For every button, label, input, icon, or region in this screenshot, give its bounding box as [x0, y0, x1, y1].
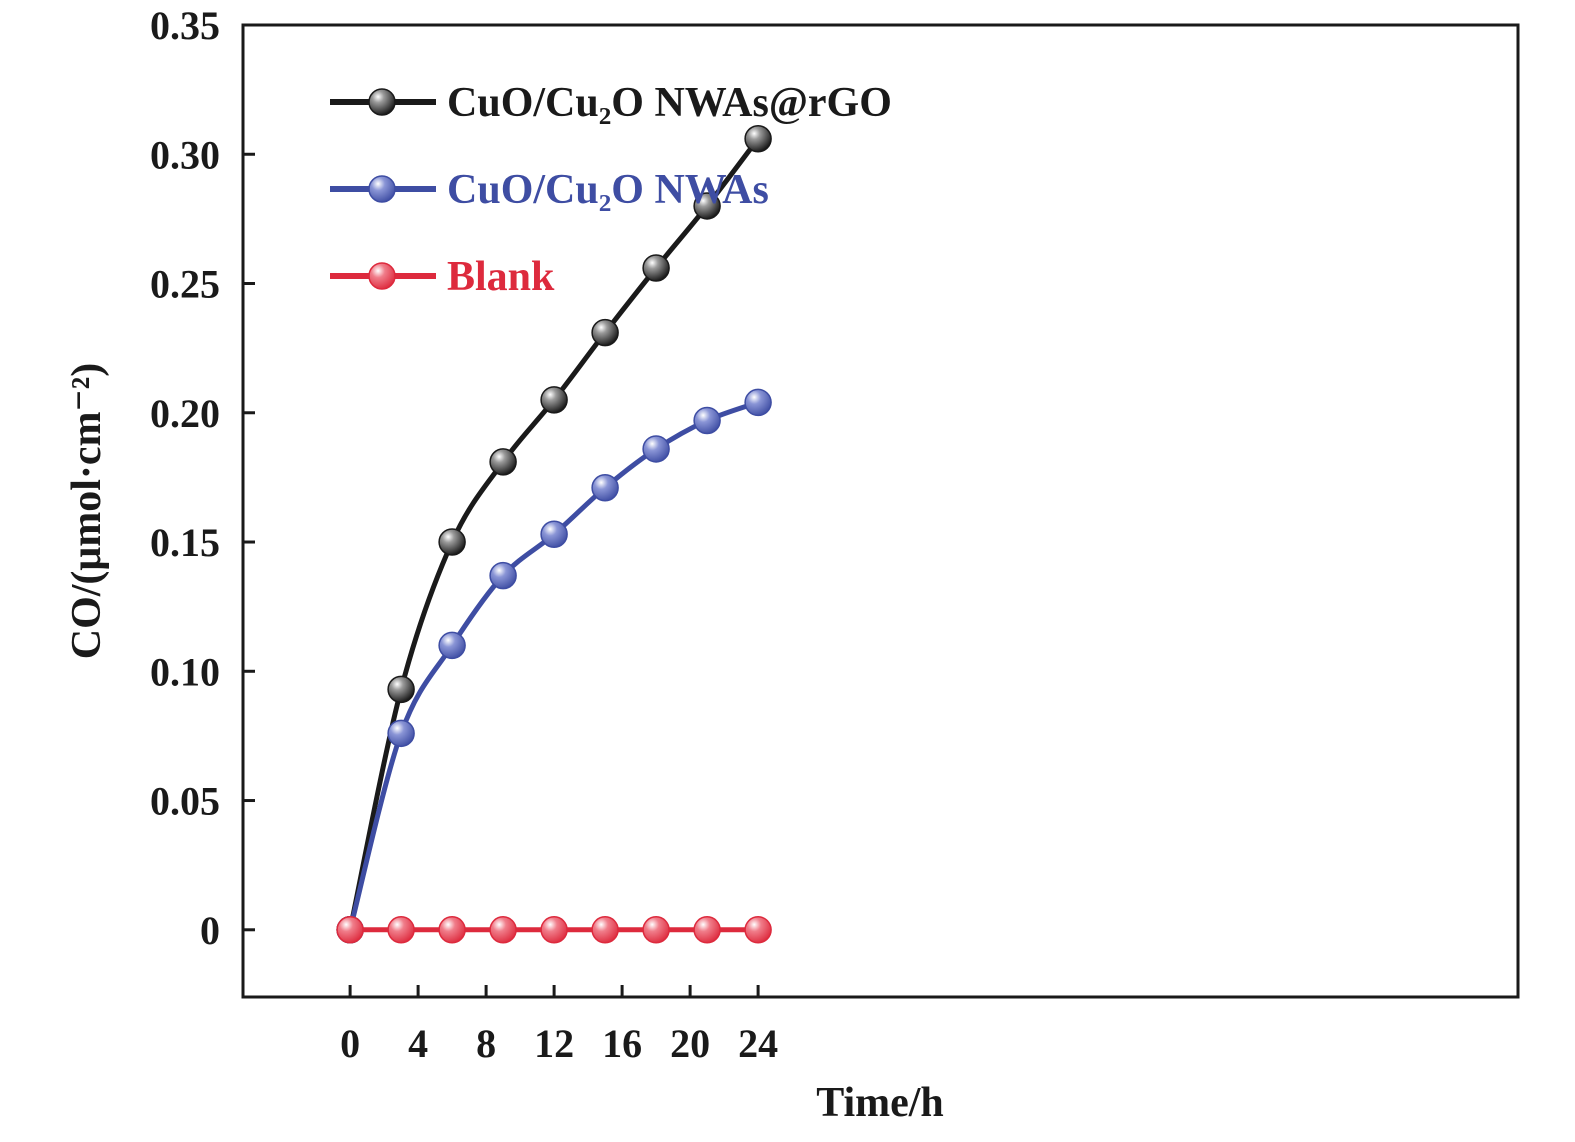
- series-blank: [336, 916, 772, 944]
- y-tick-label: 0.10: [150, 649, 220, 694]
- y-tick-label: 0: [200, 908, 220, 953]
- data-point: [642, 435, 670, 463]
- data-point: [489, 448, 517, 476]
- series-line: [347, 399, 761, 933]
- data-point: [591, 916, 619, 944]
- plot-frame: [241, 23, 1520, 999]
- y-tick-label: 0.25: [150, 262, 220, 307]
- data-point: [387, 675, 415, 704]
- data-point: [489, 916, 517, 944]
- data-point: [438, 916, 466, 944]
- data-point: [438, 631, 466, 660]
- legend-marker: [368, 175, 396, 203]
- data-point: [540, 916, 568, 944]
- legend: CuO/Cu₂O NWAs@rGO CuO/Cu₂O NWAs Blank: [330, 80, 892, 300]
- data-point: [693, 192, 721, 220]
- y-tick-label: 0.30: [150, 132, 220, 177]
- data-point: [438, 528, 466, 556]
- x-tick-label: 4: [408, 1021, 428, 1066]
- series-cuo-cu2o-nwas: [336, 388, 772, 944]
- data-point: [744, 124, 772, 153]
- data-point: [387, 916, 415, 944]
- data-point: [540, 386, 568, 414]
- y-axis: 0 0.05 0.10 0.15 0.20 0.25 0.30 0.35: [150, 3, 255, 953]
- x-axis-title: Time/h: [816, 1080, 944, 1126]
- legend-label: CuO/Cu₂O NWAs@rGO: [447, 80, 892, 126]
- legend-label: CuO/Cu₂O NWAs: [447, 167, 769, 213]
- data-point: [693, 406, 721, 435]
- y-tick-label: 0.05: [150, 779, 220, 824]
- y-tick-label: 0.15: [150, 520, 220, 565]
- legend-marker: [368, 88, 396, 116]
- data-point: [744, 916, 772, 944]
- data-point: [642, 254, 670, 282]
- data-point: [489, 561, 517, 590]
- data-point: [642, 916, 670, 944]
- data-point: [336, 916, 364, 944]
- series-layer: [336, 124, 772, 944]
- data-point: [540, 520, 568, 549]
- x-axis: 0 4 8 12 16 20 24: [340, 985, 778, 1066]
- y-tick-label: 0.20: [150, 391, 220, 436]
- legend-item-cuo-cu2o-nwas: CuO/Cu₂O NWAs: [330, 167, 769, 213]
- x-tick-label: 0: [340, 1021, 360, 1066]
- x-tick-label: 8: [476, 1021, 496, 1066]
- legend-marker: [368, 262, 396, 290]
- x-tick-label: 20: [670, 1021, 710, 1066]
- x-tick-label: 12: [534, 1021, 574, 1066]
- data-point: [591, 473, 619, 502]
- data-point: [591, 318, 619, 347]
- legend-item-cuo-cu2o-nwas-rgo: CuO/Cu₂O NWAs@rGO: [330, 80, 892, 126]
- legend-item-blank: Blank: [330, 254, 555, 300]
- data-point: [387, 719, 415, 748]
- x-tick-label: 24: [738, 1021, 778, 1066]
- y-axis-title: CO/(μmol·cm⁻²): [64, 363, 110, 660]
- x-tick-label: 16: [602, 1021, 642, 1066]
- y-tick-label: 0.35: [150, 3, 220, 48]
- data-point: [744, 388, 772, 417]
- legend-label: Blank: [447, 254, 555, 300]
- data-point: [693, 916, 721, 944]
